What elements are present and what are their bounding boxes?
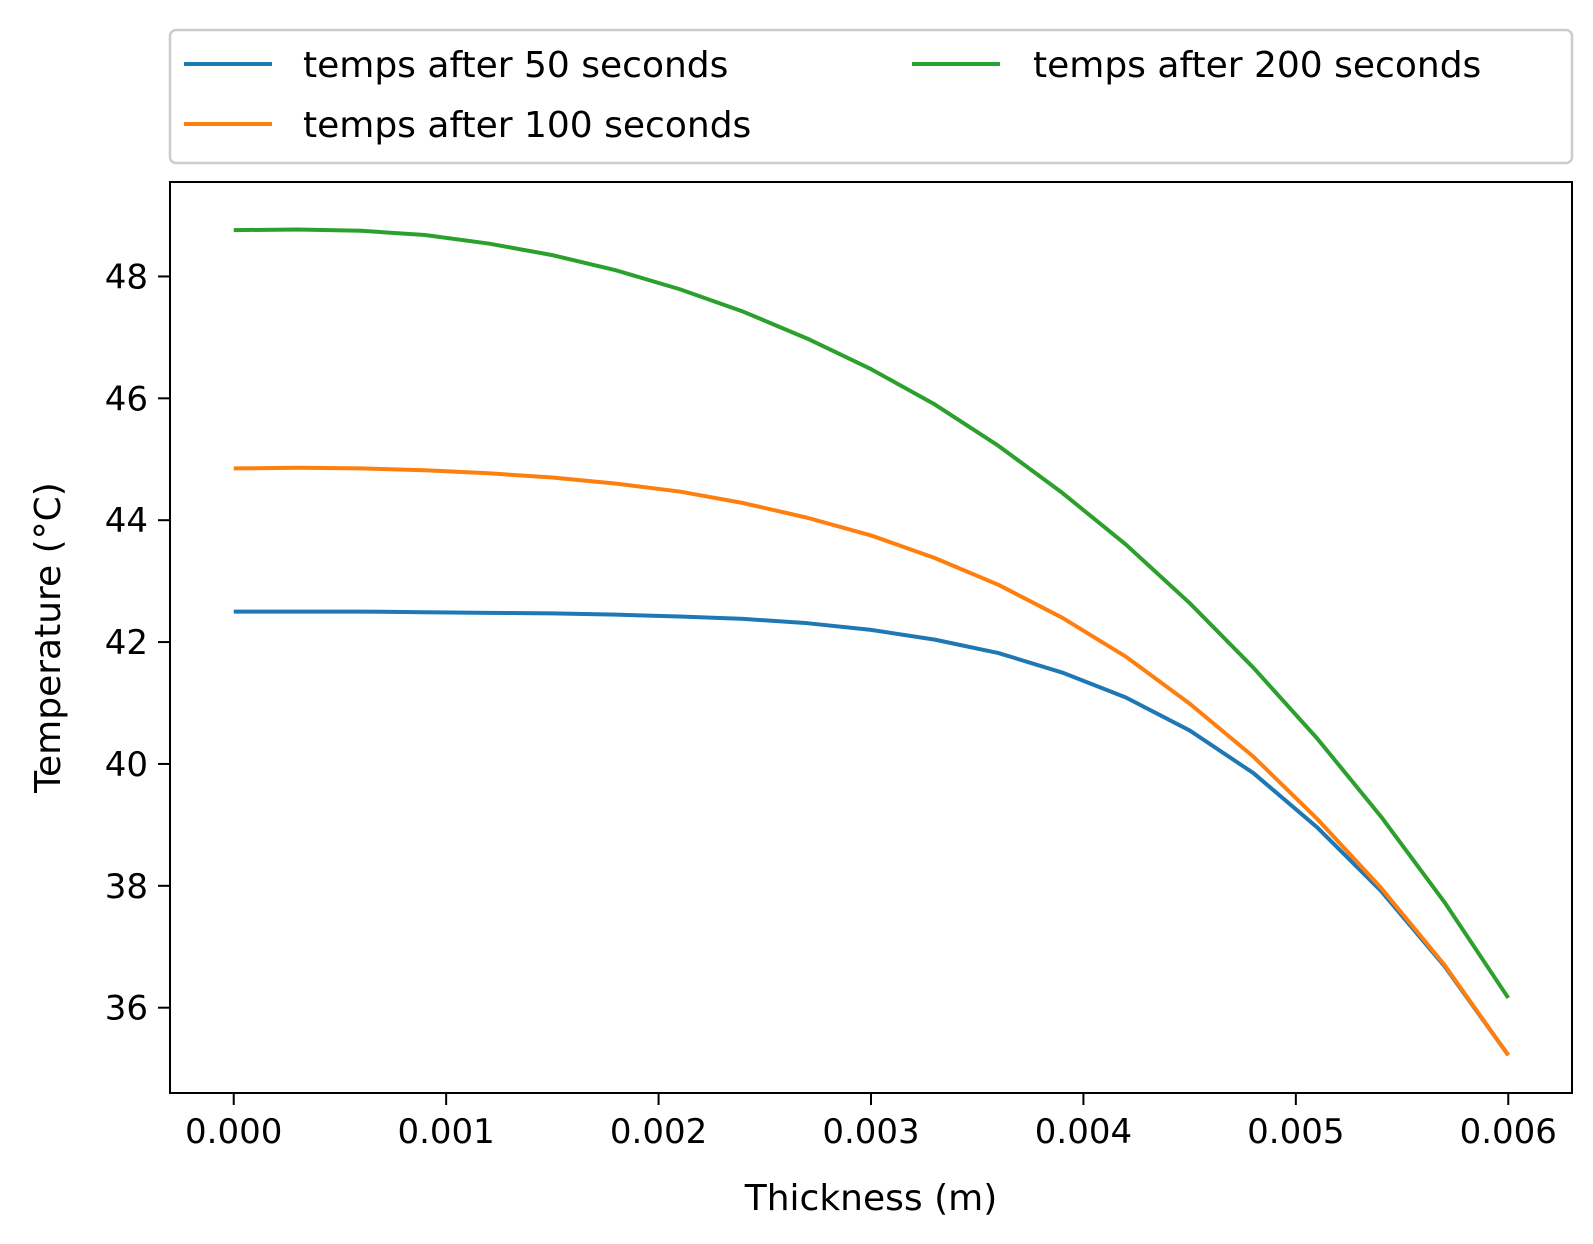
y-tick-label: 38: [105, 867, 148, 907]
series-layer: [233, 227, 1510, 1057]
y-tick-label: 40: [105, 745, 148, 785]
y-axis-title: Temperature (°C): [28, 482, 69, 794]
y-tick-label: 42: [105, 623, 148, 663]
legend: temps after 50 seconds temps after 100 s…: [168, 28, 1574, 165]
x-tick-label: 0.001: [397, 1112, 494, 1152]
x-tick-label: 0.006: [1460, 1112, 1557, 1152]
y-tick-label: 48: [105, 257, 148, 297]
x-tick-label: 0.002: [610, 1112, 707, 1152]
legend-label-series-1: temps after 50 seconds: [303, 45, 728, 86]
legend-label-series-2: temps after 100 seconds: [303, 105, 751, 146]
x-tick-label: 0.000: [185, 1112, 282, 1152]
x-tick-label: 0.003: [822, 1112, 919, 1152]
legend-frame: [168, 28, 1574, 165]
series-line-2: [233, 465, 1510, 1057]
y-axis: 36 38 40 42 44 46 48: [105, 257, 170, 1029]
series-line-3: [233, 227, 1510, 1000]
plot-area: [169, 181, 1573, 1094]
legend-label-series-3: temps after 200 seconds: [1033, 45, 1481, 86]
x-tick-label: 0.005: [1247, 1112, 1344, 1152]
y-tick-label: 46: [105, 379, 148, 419]
x-tick-label: 0.004: [1035, 1112, 1132, 1152]
x-axis-title: Thickness (m): [744, 1178, 998, 1219]
x-axis: 0.000 0.001 0.002 0.003 0.004 0.005 0.006: [185, 1093, 1557, 1152]
y-tick-label: 36: [105, 989, 148, 1029]
series-line-1: [233, 609, 1510, 1057]
y-tick-label: 44: [105, 501, 148, 541]
